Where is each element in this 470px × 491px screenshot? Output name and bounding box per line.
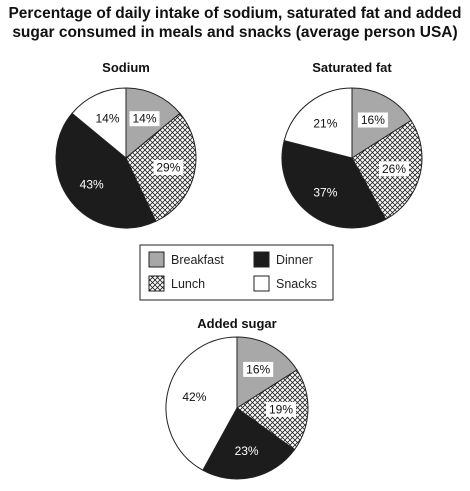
chart-title-line-2: sugar consumed in meals and snacks (aver… <box>12 24 457 41</box>
saturated-fat-slice-dinner <box>281 139 387 229</box>
saturated-fat-label-snacks: 21% <box>313 117 337 131</box>
legend-label-dinner: Dinner <box>276 253 313 267</box>
chart-title-line-1: Percentage of daily intake of sodium, sa… <box>8 5 461 22</box>
added-sugar-label-dinner: 23% <box>231 443 262 459</box>
added-sugar-label-box-dinner <box>231 443 262 459</box>
legend-label-snacks: Snacks <box>276 277 317 291</box>
pie-added-sugar: 16% 19% 23% 42% <box>165 336 309 480</box>
saturated-fat-label-text-lunch: 26% <box>382 162 406 176</box>
saturated-fat-label-text-snacks: 21% <box>313 117 337 131</box>
pie-title-added-sugar: Added sugar <box>197 316 276 331</box>
saturated-fat-label-text-breakfast: 16% <box>361 113 385 127</box>
sodium-label-box-lunch <box>153 160 184 175</box>
sodium-slice-snacks <box>71 87 127 160</box>
saturated-fat-label-dinner: 37% <box>310 184 341 200</box>
sodium-label-breakfast: 14% <box>129 111 160 127</box>
added-sugar-label-text-snacks: 42% <box>182 390 206 404</box>
legend-swatch-snacks <box>253 275 270 292</box>
added-sugar-label-breakfast: 16% <box>243 361 274 377</box>
sodium-label-box-dinner <box>76 177 107 193</box>
legend: Breakfast Dinner Lunch Snacks <box>139 244 334 301</box>
legend-box <box>139 244 334 301</box>
sodium-label-dinner: 43% <box>76 177 107 193</box>
legend-label-lunch: Lunch <box>171 277 205 291</box>
sodium-label-text-breakfast: 14% <box>132 112 156 126</box>
sodium-label-box-breakfast <box>129 111 160 127</box>
pie-title-saturated-fat: Saturated fat <box>312 60 392 75</box>
legend-label-breakfast: Breakfast <box>171 253 224 267</box>
added-sugar-label-text-breakfast: 16% <box>246 362 270 376</box>
added-sugar-label-lunch: 19% <box>266 401 296 417</box>
sodium-label-text-snacks: 14% <box>95 112 119 126</box>
saturated-fat-slice-snacks <box>283 87 353 159</box>
sodium-label-text-lunch: 29% <box>156 161 180 175</box>
saturated-fat-label-box-breakfast <box>357 112 388 128</box>
sodium-label-text-dinner: 43% <box>80 178 104 192</box>
added-sugar-label-box-lunch <box>266 401 296 417</box>
saturated-fat-label-lunch: 26% <box>379 161 409 177</box>
legend-swatch-dinner <box>253 251 270 268</box>
added-sugar-slice-snacks <box>165 336 238 471</box>
added-sugar-slice-dinner <box>202 407 296 480</box>
legend-swatch-lunch <box>148 275 165 292</box>
added-sugar-label-text-lunch: 19% <box>269 402 293 416</box>
saturated-fat-label-box-dinner <box>310 184 341 200</box>
added-sugar-label-snacks: 42% <box>182 390 206 404</box>
saturated-fat-label-box-lunch <box>379 161 409 177</box>
added-sugar-label-box-breakfast <box>243 361 274 377</box>
sodium-slice-dinner <box>55 112 157 229</box>
pie-saturated-fat: 16% 26% 37% 21% <box>281 87 423 229</box>
added-sugar-label-text-dinner: 23% <box>235 444 259 458</box>
sodium-label-snacks: 14% <box>95 112 119 126</box>
saturated-fat-label-breakfast: 16% <box>357 112 388 128</box>
pie-title-sodium: Sodium <box>102 60 150 75</box>
sodium-label-lunch: 29% <box>153 160 184 175</box>
pie-sodium: 14% 29% 43% 14% <box>55 87 197 229</box>
legend-swatch-breakfast <box>148 251 165 268</box>
saturated-fat-label-text-dinner: 37% <box>313 185 337 199</box>
